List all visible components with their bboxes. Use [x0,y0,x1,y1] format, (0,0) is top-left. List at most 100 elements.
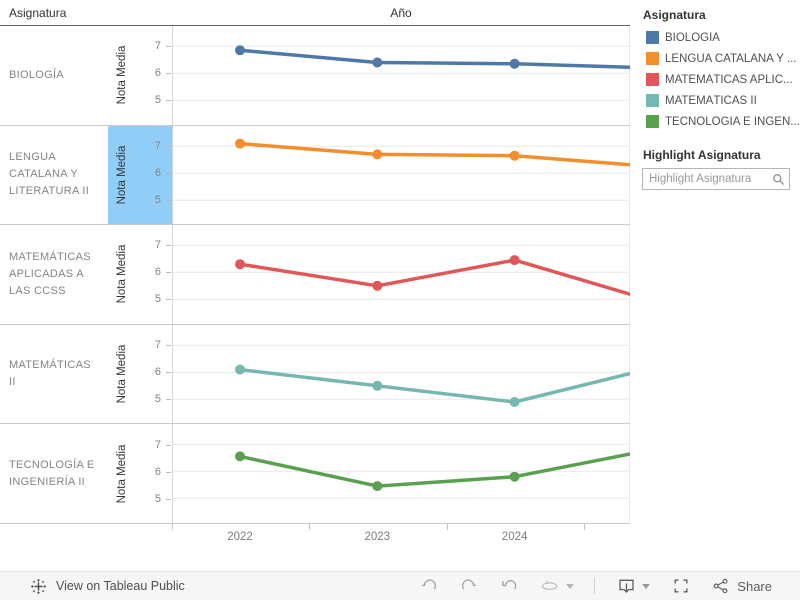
y-axis-title: Nota Media [116,45,128,105]
refresh-button[interactable] [540,577,575,595]
y-axis[interactable]: Nota Media 7 6 5 [108,225,172,324]
x-tick-mark [446,524,448,530]
legend-label: MATEMÁTICAS APLIC... [665,73,793,86]
row-header-label[interactable]: BIOLOGÍA [9,68,64,81]
y-tick-label: 6 [154,465,161,478]
y-axis-title: Nota Media [116,145,128,205]
revert-icon [500,577,518,595]
legend-item[interactable]: MATEMÁTICAS II [642,90,800,111]
row-header-label[interactable]: LENGUA CATALANA Y LITERATURA II [9,151,90,198]
y-axis[interactable]: Nota Media 7 6 5 [108,325,172,424]
y-axis-highlighted[interactable]: Nota Media 7 6 5 [108,125,172,225]
y-tick-label: 5 [154,293,161,306]
subject-row: BIOLOGÍA Nota Media 7 6 5 [0,26,630,126]
y-tick-mark [166,73,171,75]
y-axis[interactable]: Nota Media 7 6 5 [108,26,172,125]
y-tick-label: 5 [154,393,161,406]
y-tick-mark [166,199,171,201]
search-icon[interactable] [772,173,785,186]
y-tick-label: 5 [154,193,161,206]
y-tick-label: 6 [154,166,161,179]
redo-button[interactable] [460,577,478,595]
y-tick-mark [166,299,171,301]
x-axis: 2022 2023 2024 [0,524,630,552]
subject-row: TECNOLOGÍA E INGENIERÍA II Nota Media 7 6 5 [0,424,630,524]
legend-panel: Asignatura BIOLOGÍA LENGUA CATALANA Y ...… [642,0,800,190]
embed-toolbar: View on Tableau Public [0,571,800,600]
subject-row: LENGUA CATALANA Y LITERATURA II Nota Medi… [0,125,630,226]
highlight-search-box[interactable] [642,168,790,190]
legend-items: BIOLOGÍA LENGUA CATALANA Y ... MATEMÁTICAS… [642,27,800,132]
x-tick-label: 2022 [227,531,253,543]
y-axis-title: Nota Media [116,245,128,304]
fullscreen-button[interactable] [672,577,690,595]
row-header-label[interactable]: MATEMÁTICAS APLICADAS A LAS CCSS [9,250,91,297]
y-tick-label: 7 [154,339,161,352]
refresh-icon [540,577,560,595]
view-on-tableau-public-label: View on Tableau Public [56,579,185,593]
y-tick-mark [166,372,171,374]
toolbar-separator [594,578,596,594]
legend-swatch [646,115,659,128]
y-tick-label: 6 [154,366,161,379]
legend-swatch [646,52,659,65]
subject-row: MATEMÁTICAS APLICADAS A LAS CCSS Nota Med… [0,225,630,325]
share-button[interactable]: Share [712,577,772,595]
reset-button[interactable] [500,577,518,595]
line-chart-5[interactable] [172,424,630,523]
legend-item[interactable]: LENGUA CATALANA Y ... [642,48,800,69]
share-label: Share [737,578,772,594]
y-tick-mark [166,172,171,174]
line-chart-4[interactable] [172,324,630,424]
legend-swatch [646,31,659,44]
legend-label: MATEMÁTICAS II [665,94,757,107]
x-tick-label: 2024 [501,531,528,543]
row-header-label[interactable]: MATEMÁTICAS II [9,359,91,389]
y-tick-label: 6 [154,67,161,80]
y-tick-label: 7 [154,438,161,451]
y-tick-label: 7 [154,139,161,152]
download-button[interactable] [617,577,651,596]
y-tick-mark [166,471,171,473]
fullscreen-icon [672,577,690,595]
x-tick-mark [583,524,585,530]
toolbar-actions: Share [398,577,772,596]
line-chart-1[interactable] [172,26,630,125]
legend-label: LENGUA CATALANA Y ... [665,52,797,65]
legend-swatch [646,73,659,86]
undo-button[interactable] [420,577,438,595]
trellis-header: Asignatura Año [0,0,630,26]
view-on-tableau-public-link[interactable]: View on Tableau Public [30,578,185,595]
legend-title: Asignatura [643,8,706,22]
y-tick-label: 5 [154,492,161,505]
line-chart-2[interactable] [172,125,630,225]
row-header-label[interactable]: TECNOLOGÍA E INGENIERÍA II [9,458,95,488]
y-tick-mark [166,399,171,401]
y-tick-label: 5 [154,94,161,107]
legend-label: TECNOLOGÍA E INGEN... [665,115,800,128]
share-icon [712,577,730,595]
legend-item[interactable]: BIOLOGÍA [642,27,800,48]
y-axis[interactable]: Nota Media 7 6 5 [108,424,172,523]
subject-row: MATEMÁTICAS II Nota Media 7 6 5 [0,324,630,425]
trellis-rows: BIOLOGÍA Nota Media 7 6 5 LENGUA CATALANA Y L… [0,26,630,524]
legend-label: BIOLOGÍA [665,31,720,44]
y-tick-mark [166,145,171,147]
y-tick-mark [166,444,171,446]
undo-icon [420,577,438,595]
y-tick-mark [166,100,171,102]
tableau-logo-icon [30,578,47,595]
legend-swatch [646,94,659,107]
highlight-search-input[interactable] [643,173,772,185]
x-tick-label: 2023 [364,531,391,543]
legend-item[interactable]: MATEMÁTICAS APLIC... [642,69,800,90]
download-icon [617,577,636,596]
legend-item[interactable]: TECNOLOGÍA E INGEN... [642,111,800,132]
y-tick-label: 7 [154,239,161,252]
y-tick-mark [166,345,171,347]
row-dimension-label: Asignatura [9,6,67,20]
x-tick-mark [309,524,311,530]
line-chart-3[interactable] [172,225,630,324]
y-tick-mark [166,245,171,247]
